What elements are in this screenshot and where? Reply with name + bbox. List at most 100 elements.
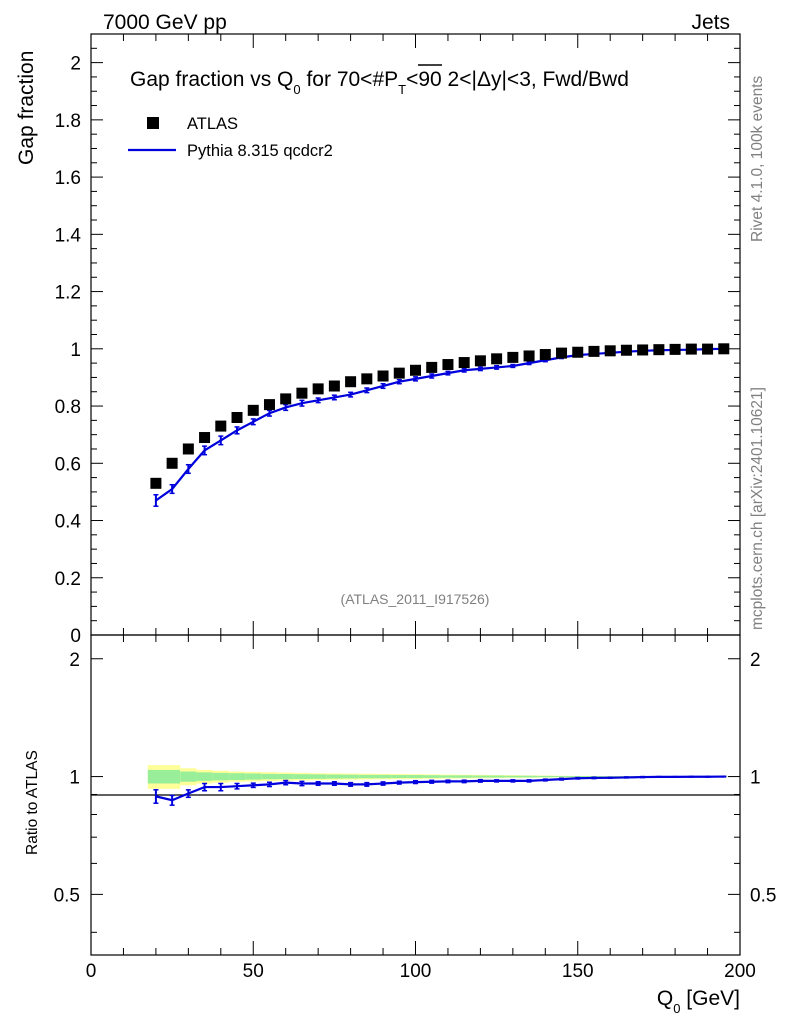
ratio-uncertainty-band (147, 765, 732, 789)
band-inner-segment (196, 772, 213, 781)
xtick-label: 150 (562, 961, 594, 982)
main-ylabel: Gap fraction (15, 51, 38, 165)
band-inner-segment (342, 774, 359, 779)
header-process-label: Jets (691, 11, 730, 34)
atlas-data-point (345, 376, 357, 388)
band-inner-segment (147, 769, 165, 784)
atlas-data-point (523, 350, 535, 362)
atlas-data-point (556, 347, 568, 359)
ratio-series-line (155, 775, 724, 802)
atlas-data-point (702, 343, 714, 355)
band-inner-segment (212, 772, 229, 781)
ratio-ytick-label-left: 2 (69, 650, 80, 671)
band-inner-segment (488, 775, 505, 778)
atlas-data-point (588, 345, 600, 357)
atlas-data-point (685, 343, 697, 355)
legend-atlas-marker (147, 117, 159, 129)
main-axis-ticks (90, 33, 741, 636)
main-ytick-label: 0.8 (55, 397, 81, 418)
band-inner-segment (504, 775, 521, 778)
band-inner-segment (293, 774, 311, 779)
atlas-data-point (215, 420, 227, 432)
band-inner-segment (553, 776, 570, 778)
band-inner-segment (407, 775, 424, 779)
band-inner-segment (423, 775, 440, 778)
atlas-data-point (718, 343, 730, 355)
pt-overline-symbol: P (384, 68, 398, 91)
main-ytick-label: 0.4 (55, 512, 82, 533)
band-inner-segment (261, 773, 278, 780)
main-ytick-label: 1 (70, 340, 81, 361)
atlas-data-point (393, 367, 405, 379)
band-inner-segment (569, 776, 586, 778)
atlas-data-point (150, 477, 162, 489)
atlas-data-points (150, 343, 730, 489)
main-ytick-label: 1.4 (55, 225, 82, 246)
band-inner-segment (439, 775, 457, 778)
ratio-ytick-label-left: 0.5 (54, 885, 80, 906)
legend-atlas-label: ATLAS (187, 115, 238, 133)
atlas-data-point (361, 373, 373, 385)
rivet-version-label: Rivet 4.1.0, 100k events (749, 75, 766, 242)
main-ytick-label: 1.2 (55, 283, 81, 304)
band-inner-segment (537, 775, 554, 778)
atlas-data-point (328, 380, 340, 392)
atlas-data-point (296, 387, 308, 399)
atlas-data-point (426, 361, 438, 373)
band-inner-segment (391, 775, 408, 779)
xtick-label: 0 (86, 961, 97, 982)
ratio-plot-frame (90, 634, 741, 956)
atlas-data-point (653, 344, 665, 356)
ratio-ytick-label-left: 1 (69, 768, 80, 789)
atlas-data-point (507, 351, 519, 363)
pythia-series-line (155, 347, 724, 502)
main-panel: 0 0.2 0.4 0.6 0.8 1 1.2 1.4 1.6 1.8 2 Gap fraction… (15, 33, 741, 647)
main-ytick-label: 2 (70, 54, 81, 75)
band-inner-segment (520, 775, 538, 778)
band-inner-segment (358, 774, 375, 779)
xtick-label: 200 (724, 961, 756, 982)
band-inner-segment (310, 774, 327, 779)
atlas-data-point (280, 393, 292, 405)
band-inner-segment (164, 769, 181, 784)
band-inner-segment (180, 771, 197, 782)
atlas-data-point (539, 349, 551, 361)
ratio-ytick-label-right: 2 (750, 650, 761, 671)
main-ytick-label: 1.8 (55, 111, 81, 132)
ratio-ytick-label-right: 0.5 (750, 885, 776, 906)
band-inner-segment (277, 774, 294, 780)
xtick-label: 50 (243, 961, 264, 982)
atlas-data-point (312, 383, 324, 395)
atlas-data-point (231, 411, 243, 423)
analysis-id-label: (ATLAS_2011_I917526) (341, 591, 490, 607)
atlas-data-point (410, 364, 421, 376)
atlas-data-point (669, 343, 681, 355)
atlas-data-point (604, 345, 616, 357)
mcplots-reference-label: mcplots.cern.ch [arXiv:2401.10621] (749, 387, 766, 630)
atlas-data-point (474, 355, 486, 367)
legend-pythia-label: Pythia 8.315 qcdcr2 (187, 142, 333, 160)
band-inner-segment (456, 775, 473, 778)
pythia-error-bars (153, 347, 727, 507)
band-inner-segment (228, 773, 246, 780)
header-energy-label: 7000 GeV pp (103, 11, 227, 34)
atlas-data-point (637, 344, 649, 356)
main-ytick-label: 0.2 (55, 569, 81, 590)
ratio-ytick-labels: 0.5 0.5 1 1 2 2 (54, 650, 777, 907)
plot-title: Gap fraction vs Q0 for 70<#PT<90 2<|Δy|<… (130, 68, 629, 97)
atlas-data-point (247, 404, 259, 416)
atlas-data-point (182, 443, 194, 455)
band-inner-segment (472, 775, 489, 778)
xtick-labels: 0 50 100 150 200 (86, 961, 756, 982)
atlas-data-point (263, 399, 275, 411)
atlas-data-point (377, 370, 389, 382)
ratio-ylabel: Ratio to ATLAS (24, 750, 41, 855)
main-ytick-label: 0 (70, 626, 81, 647)
atlas-data-point (572, 346, 584, 358)
band-inner-segment (374, 774, 392, 779)
atlas-data-point (491, 353, 503, 365)
atlas-data-point (166, 457, 178, 469)
ratio-panel: 0.5 0.5 1 1 2 2 0 50 100 150 200 Ratio to ATLAS Q… (24, 634, 777, 1016)
atlas-data-point (458, 357, 470, 369)
ratio-ytick-label-right: 1 (750, 768, 761, 789)
